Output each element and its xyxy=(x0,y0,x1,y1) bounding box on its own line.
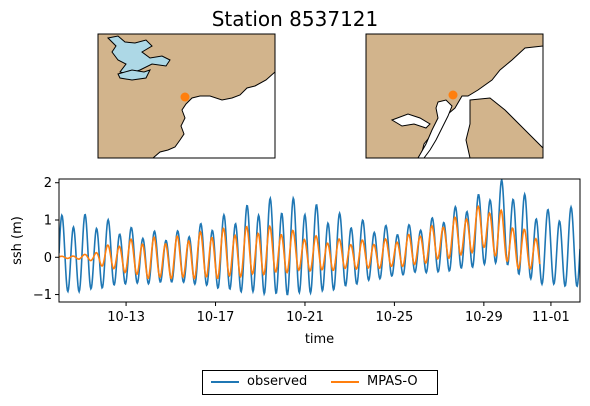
regional-map-frame xyxy=(97,33,276,159)
x-axis: 10-13 10-17 10-21 10-25 10-29 11-01 xyxy=(107,302,570,325)
legend-item-mpas-o: MPAS-O xyxy=(331,374,418,389)
station-marker xyxy=(448,90,458,100)
station-marker xyxy=(180,92,190,102)
land-mass-peninsula xyxy=(465,97,543,158)
y-tick-label: 1 xyxy=(44,214,52,229)
legend-swatch-mpas-o xyxy=(331,380,359,383)
y-axis: −1 0 1 2 xyxy=(33,176,59,303)
lake-erie xyxy=(117,69,151,81)
legend: observed MPAS-O xyxy=(202,370,438,395)
x-tick-label: 10-17 xyxy=(197,310,235,325)
legend-label-mpas-o: MPAS-O xyxy=(367,374,418,389)
legend-swatch-observed xyxy=(211,380,239,383)
y-tick-label: −1 xyxy=(33,288,52,303)
figure-title: Station 8537121 xyxy=(211,7,379,31)
legend-label-observed: observed xyxy=(247,374,308,389)
y-tick-label: 2 xyxy=(44,176,52,191)
river-inlet xyxy=(390,113,431,129)
local-map xyxy=(366,34,543,158)
legend-item-observed: observed xyxy=(211,374,307,389)
great-lakes xyxy=(106,35,171,75)
y-tick-label: 0 xyxy=(44,251,52,266)
y-axis-label: ssh (m) xyxy=(10,216,25,265)
x-tick-label: 10-21 xyxy=(286,310,324,325)
x-axis-label: time xyxy=(305,332,334,347)
x-tick-label: 10-29 xyxy=(465,310,503,325)
x-tick-label: 10-25 xyxy=(376,310,414,325)
series-observed-line xyxy=(59,179,580,297)
regional-map xyxy=(98,34,275,158)
local-map-frame xyxy=(365,33,544,159)
x-tick-label: 10-13 xyxy=(107,310,145,325)
plot-frame xyxy=(58,178,581,303)
timeseries-plot: 10-13 10-17 10-21 10-25 10-29 11-01 −1 0 1 2 tim… xyxy=(10,176,581,347)
x-tick-label: 11-01 xyxy=(532,310,570,325)
series-mpas-o-line xyxy=(59,205,541,281)
bay-inlet xyxy=(417,99,453,158)
